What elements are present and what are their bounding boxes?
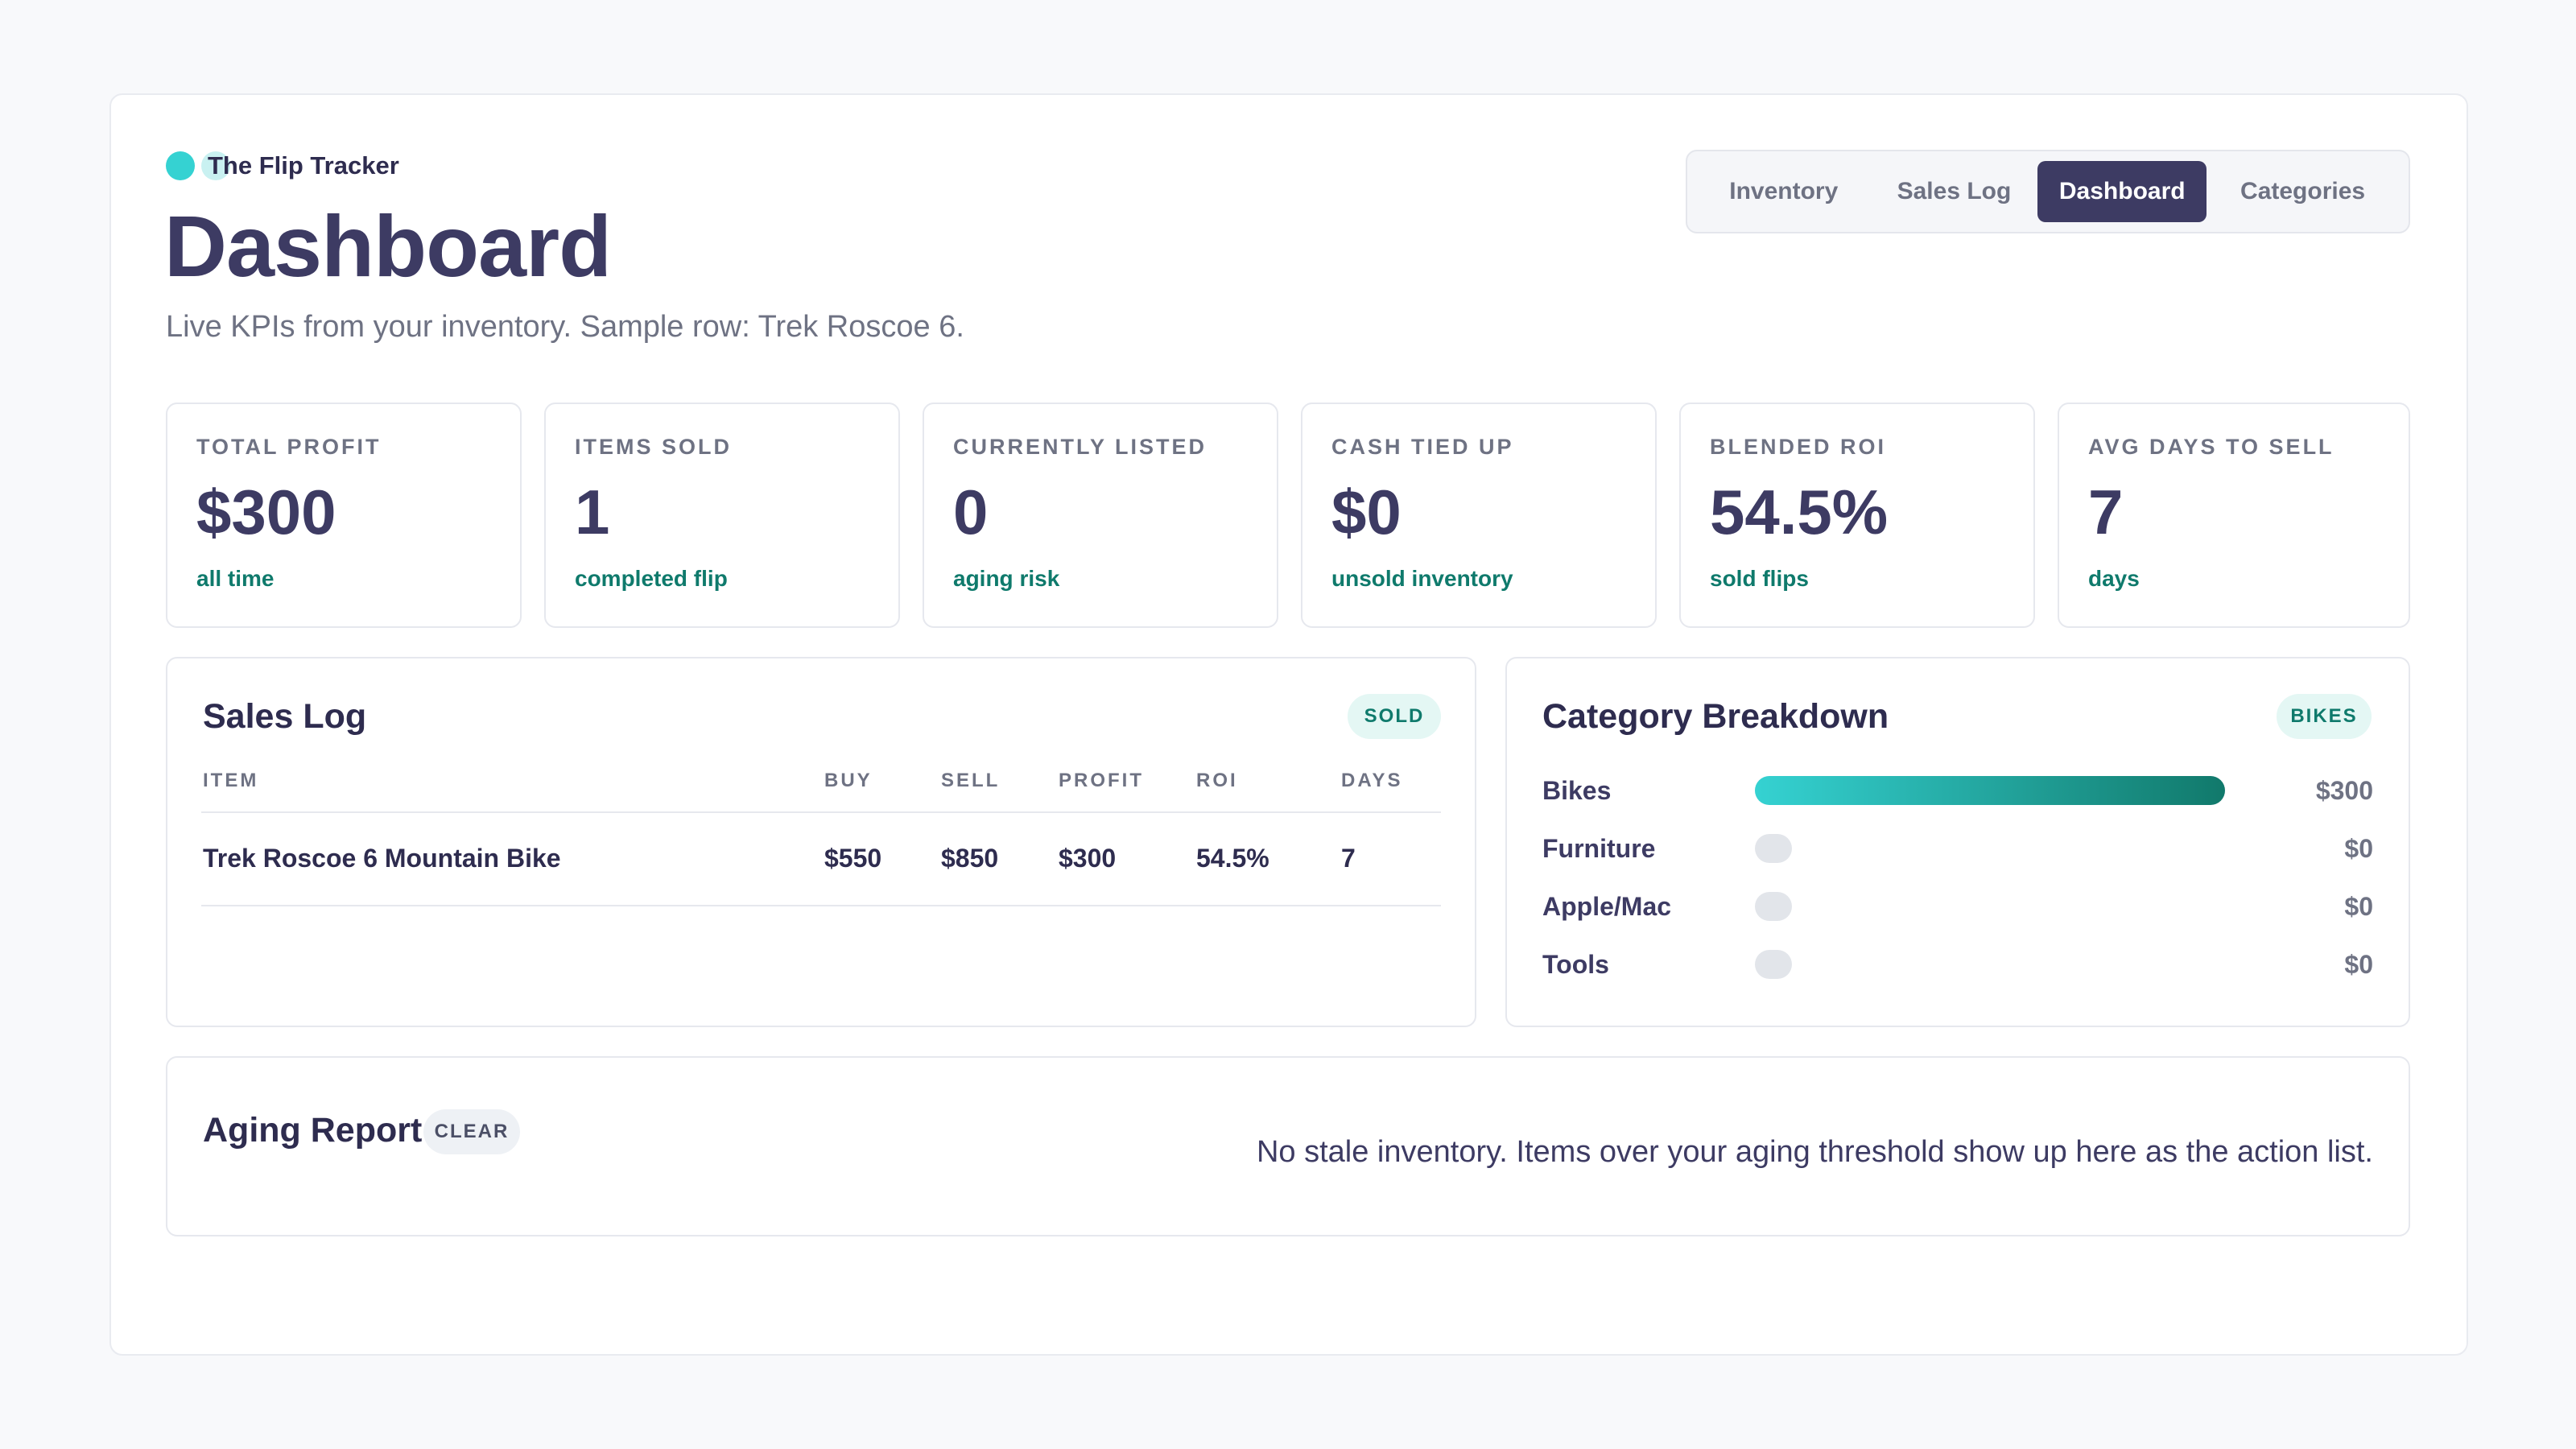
category-bar-track xyxy=(1755,892,1792,921)
category-name: Apple/Mac xyxy=(1542,892,1672,921)
category-bar-track xyxy=(1755,776,2225,805)
table-header-divider xyxy=(201,811,1441,813)
kpi-note: aging risk xyxy=(953,566,1060,591)
kpi-avg-days-to-sell: AVG DAYS TO SELL 7 days xyxy=(2058,402,2410,628)
kpi-value: 54.5% xyxy=(1710,477,1889,547)
category-value: $0 xyxy=(2344,950,2373,979)
kpi-total-profit: TOTAL PROFIT $300 all time xyxy=(166,402,522,628)
cell-roi: 54.5% xyxy=(1196,844,1269,873)
page-subtitle: Live KPIs from your inventory. Sample ro… xyxy=(166,310,964,344)
brand-logo-icon xyxy=(166,151,230,180)
kpi-label: AVG DAYS TO SELL xyxy=(2088,435,2334,459)
kpi-blended-roi: BLENDED ROI 54.5% sold flips xyxy=(1679,402,2035,628)
sold-badge: SOLD xyxy=(1348,694,1441,739)
sales-log-panel xyxy=(166,657,1476,1027)
tab-categories[interactable]: Categories xyxy=(2240,178,2366,204)
aging-report-panel xyxy=(166,1056,2410,1236)
kpi-label: BLENDED ROI xyxy=(1710,435,1887,459)
kpi-label: TOTAL PROFIT xyxy=(196,435,382,459)
col-header-item: ITEM xyxy=(203,770,259,791)
category-value: $0 xyxy=(2344,834,2373,863)
kpi-note: all time xyxy=(196,566,275,591)
kpi-items-sold: ITEMS SOLD 1 completed flip xyxy=(544,402,900,628)
category-name: Bikes xyxy=(1542,776,1612,805)
nav-tabs: Inventory Sales Log Dashboard Categories xyxy=(1686,150,2410,233)
col-header-profit: PROFIT xyxy=(1059,770,1144,791)
category-breakdown-title: Category Breakdown xyxy=(1542,697,1889,736)
brand-name: The Flip Tracker xyxy=(208,151,399,180)
col-header-roi: ROI xyxy=(1196,770,1238,791)
category-value: $300 xyxy=(2315,776,2373,805)
kpi-cash-tied-up: CASH TIED UP $0 unsold inventory xyxy=(1301,402,1657,628)
page-title: Dashboard xyxy=(164,197,612,295)
kpi-label: ITEMS SOLD xyxy=(575,435,733,459)
kpi-note: sold flips xyxy=(1710,566,1809,591)
aging-report-title: Aging Report xyxy=(203,1111,423,1150)
category-value: $0 xyxy=(2344,892,2373,921)
category-name: Furniture xyxy=(1542,834,1656,863)
kpi-label: CURRENTLY LISTED xyxy=(953,435,1208,459)
tab-sales-log[interactable]: Sales Log xyxy=(1897,178,2012,204)
cell-sell: $850 xyxy=(941,844,999,873)
brand: The Flip Tracker xyxy=(166,150,399,182)
category-bar-track xyxy=(1755,950,1792,979)
kpi-value: 7 xyxy=(2088,477,2124,547)
bikes-badge: BIKES xyxy=(2277,694,2372,739)
category-breakdown-panel xyxy=(1505,657,2410,1027)
kpi-currently-listed: CURRENTLY LISTED 0 aging risk xyxy=(923,402,1278,628)
col-header-days: DAYS xyxy=(1341,770,1403,791)
category-bar-track xyxy=(1755,834,1792,863)
kpi-note: completed flip xyxy=(575,566,728,591)
col-header-buy: BUY xyxy=(824,770,873,791)
kpi-value: $0 xyxy=(1331,477,1402,547)
kpi-value: 1 xyxy=(575,477,610,547)
cell-days: 7 xyxy=(1341,844,1356,873)
clear-badge: CLEAR xyxy=(423,1109,520,1154)
category-bar-fill xyxy=(1755,776,2225,805)
category-name: Tools xyxy=(1542,950,1609,979)
cell-item: Trek Roscoe 6 Mountain Bike xyxy=(203,844,561,873)
tab-inventory[interactable]: Inventory xyxy=(1729,178,1839,204)
tab-dashboard[interactable]: Dashboard xyxy=(2037,161,2207,222)
kpi-value: 0 xyxy=(953,477,989,547)
kpi-label: CASH TIED UP xyxy=(1331,435,1514,459)
sales-log-title: Sales Log xyxy=(203,697,367,736)
cell-profit: $300 xyxy=(1059,844,1117,873)
kpi-value: $300 xyxy=(196,477,336,547)
cell-buy: $550 xyxy=(824,844,882,873)
table-row-divider xyxy=(201,905,1441,906)
kpi-note: days xyxy=(2088,566,2140,591)
aging-report-message: No stale inventory. Items over your agin… xyxy=(1256,1135,2373,1169)
col-header-sell: SELL xyxy=(941,770,1001,791)
kpi-note: unsold inventory xyxy=(1331,566,1513,591)
